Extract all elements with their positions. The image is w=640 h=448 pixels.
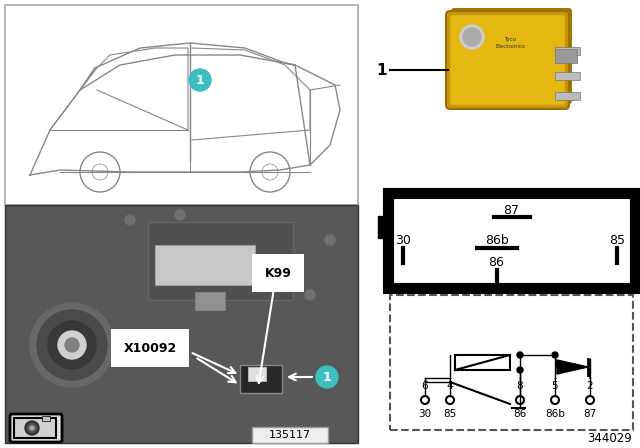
Bar bbox=[5, 205, 358, 443]
Text: 2: 2 bbox=[587, 381, 593, 391]
Circle shape bbox=[189, 69, 211, 91]
Text: 5: 5 bbox=[552, 381, 558, 391]
Bar bbox=[390, 295, 633, 430]
Text: 85: 85 bbox=[609, 233, 625, 246]
Text: 4: 4 bbox=[447, 381, 453, 391]
Bar bbox=[378, 216, 392, 238]
Text: 86b: 86b bbox=[484, 233, 508, 246]
FancyBboxPatch shape bbox=[450, 15, 565, 105]
Bar bbox=[631, 216, 640, 238]
Text: 6: 6 bbox=[422, 381, 428, 391]
Circle shape bbox=[30, 426, 34, 430]
Circle shape bbox=[460, 25, 484, 49]
Text: 8: 8 bbox=[516, 381, 524, 391]
Circle shape bbox=[305, 290, 315, 300]
Bar bbox=[555, 92, 580, 100]
Text: 135117: 135117 bbox=[269, 430, 311, 440]
Bar bbox=[455, 355, 510, 370]
Text: 1: 1 bbox=[323, 370, 332, 383]
Circle shape bbox=[48, 321, 96, 369]
Text: 1: 1 bbox=[377, 63, 387, 78]
Circle shape bbox=[325, 235, 335, 245]
Circle shape bbox=[125, 215, 135, 225]
Circle shape bbox=[58, 331, 86, 359]
Text: X10092: X10092 bbox=[124, 341, 177, 354]
Circle shape bbox=[175, 210, 185, 220]
Bar bbox=[555, 47, 580, 55]
Circle shape bbox=[517, 352, 523, 358]
Bar bbox=[240, 365, 282, 393]
Bar bbox=[5, 5, 358, 205]
Bar bbox=[42, 416, 50, 421]
Bar bbox=[388, 193, 635, 288]
Bar bbox=[155, 245, 255, 285]
Text: 86b: 86b bbox=[545, 409, 565, 419]
Bar bbox=[148, 222, 293, 300]
Circle shape bbox=[28, 423, 36, 432]
Circle shape bbox=[65, 338, 79, 352]
Text: 30: 30 bbox=[419, 409, 431, 419]
Circle shape bbox=[37, 310, 107, 380]
Circle shape bbox=[30, 303, 114, 387]
Text: Tyco
Electronics: Tyco Electronics bbox=[495, 37, 525, 48]
Text: 344029: 344029 bbox=[588, 432, 632, 445]
Bar bbox=[555, 72, 580, 80]
Text: 86: 86 bbox=[513, 409, 527, 419]
Circle shape bbox=[552, 352, 558, 358]
Polygon shape bbox=[557, 360, 588, 374]
FancyBboxPatch shape bbox=[10, 414, 62, 442]
Text: 85: 85 bbox=[444, 409, 456, 419]
Text: 86: 86 bbox=[488, 255, 504, 268]
Text: 87: 87 bbox=[584, 409, 596, 419]
Text: 1: 1 bbox=[196, 73, 204, 86]
Bar bbox=[555, 49, 577, 63]
Circle shape bbox=[316, 366, 338, 388]
FancyBboxPatch shape bbox=[446, 11, 569, 109]
Text: K99: K99 bbox=[264, 267, 291, 280]
Bar bbox=[252, 427, 328, 443]
Circle shape bbox=[25, 421, 39, 435]
Bar bbox=[195, 292, 225, 310]
Circle shape bbox=[463, 28, 481, 46]
Text: 30: 30 bbox=[395, 233, 411, 246]
FancyBboxPatch shape bbox=[451, 8, 572, 104]
Text: 87: 87 bbox=[504, 203, 520, 216]
Bar bbox=[14, 418, 56, 438]
Bar bbox=[248, 367, 266, 381]
Circle shape bbox=[517, 367, 523, 373]
